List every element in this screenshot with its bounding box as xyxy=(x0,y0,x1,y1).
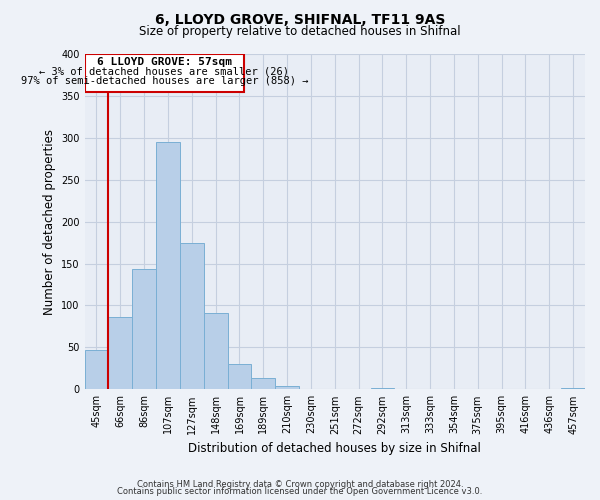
Bar xyxy=(180,242,204,390)
Text: 97% of semi-detached houses are larger (858) →: 97% of semi-detached houses are larger (… xyxy=(20,76,308,86)
Text: 6, LLOYD GROVE, SHIFNAL, TF11 9AS: 6, LLOYD GROVE, SHIFNAL, TF11 9AS xyxy=(155,12,445,26)
Text: 6 LLOYD GROVE: 57sqm: 6 LLOYD GROVE: 57sqm xyxy=(97,58,232,68)
Bar xyxy=(132,268,156,390)
Text: Size of property relative to detached houses in Shifnal: Size of property relative to detached ho… xyxy=(139,25,461,38)
Bar xyxy=(109,317,132,390)
Bar xyxy=(251,378,275,390)
Bar xyxy=(371,388,394,390)
Text: Contains HM Land Registry data © Crown copyright and database right 2024.: Contains HM Land Registry data © Crown c… xyxy=(137,480,463,489)
Bar xyxy=(85,350,109,390)
Bar xyxy=(204,313,227,390)
Bar xyxy=(561,388,585,390)
Text: ← 3% of detached houses are smaller (26): ← 3% of detached houses are smaller (26) xyxy=(40,66,289,76)
Text: Contains public sector information licensed under the Open Government Licence v3: Contains public sector information licen… xyxy=(118,487,482,496)
X-axis label: Distribution of detached houses by size in Shifnal: Distribution of detached houses by size … xyxy=(188,442,481,455)
Bar xyxy=(156,142,180,390)
Bar xyxy=(275,386,299,390)
Bar xyxy=(85,54,244,92)
Y-axis label: Number of detached properties: Number of detached properties xyxy=(43,128,56,314)
Bar xyxy=(227,364,251,390)
